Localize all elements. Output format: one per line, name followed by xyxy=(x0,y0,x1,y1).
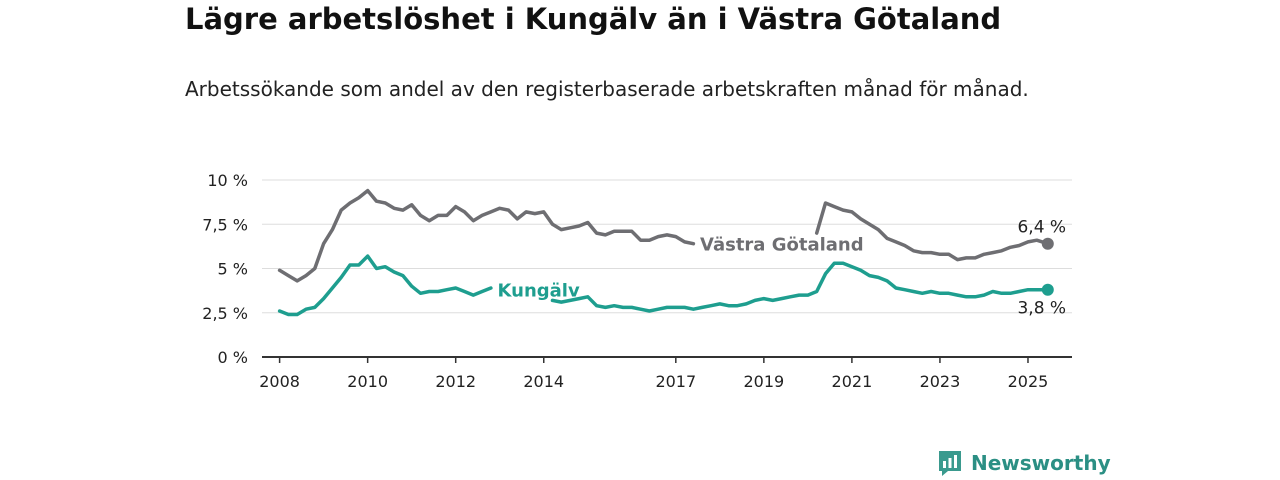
series-end-point xyxy=(1041,283,1054,296)
series-line-kungalv xyxy=(277,254,493,317)
x-tick-label: 2021 xyxy=(832,372,873,391)
x-tick-label: 2012 xyxy=(435,372,476,391)
series-line-vastra-gotaland xyxy=(277,188,696,283)
y-tick-label: 7,5 % xyxy=(202,215,248,234)
chart-title: Lägre arbetslöshet i Kungälv än i Västra… xyxy=(185,2,1002,36)
x-tick-label: 2008 xyxy=(259,372,300,391)
series-label-kungalv: Kungälv xyxy=(498,281,580,302)
x-tick-label: 2023 xyxy=(920,372,961,391)
y-tick-label: 10 % xyxy=(207,171,248,190)
series-end-label: 6,4 % xyxy=(1017,218,1066,238)
series-end-point xyxy=(1041,237,1054,250)
x-tick-label: 2010 xyxy=(347,372,388,391)
series-label-vastra-gotaland: Västra Götaland xyxy=(700,235,864,256)
brand-name: Newsworthy xyxy=(971,451,1111,475)
y-tick-label: 2,5 % xyxy=(202,304,248,323)
y-tick-label: 5 % xyxy=(218,260,248,279)
x-tick-label: 2017 xyxy=(655,372,696,391)
y-tick-label: 0 % xyxy=(218,348,248,367)
x-tick-label: 2019 xyxy=(743,372,784,391)
series-line-kungalv xyxy=(550,261,1050,313)
series-end-label: 3,8 % xyxy=(1017,299,1066,319)
x-tick-label: 2025 xyxy=(1008,372,1049,391)
chart-subtitle: Arbetssökande som andel av den registerb… xyxy=(185,77,1029,101)
brand-logo[interactable]: Newsworthy xyxy=(937,449,1111,477)
newsworthy-logo-icon xyxy=(939,451,961,476)
series-line-vastra-gotaland xyxy=(814,201,1050,262)
x-tick-label: 2014 xyxy=(523,372,564,391)
